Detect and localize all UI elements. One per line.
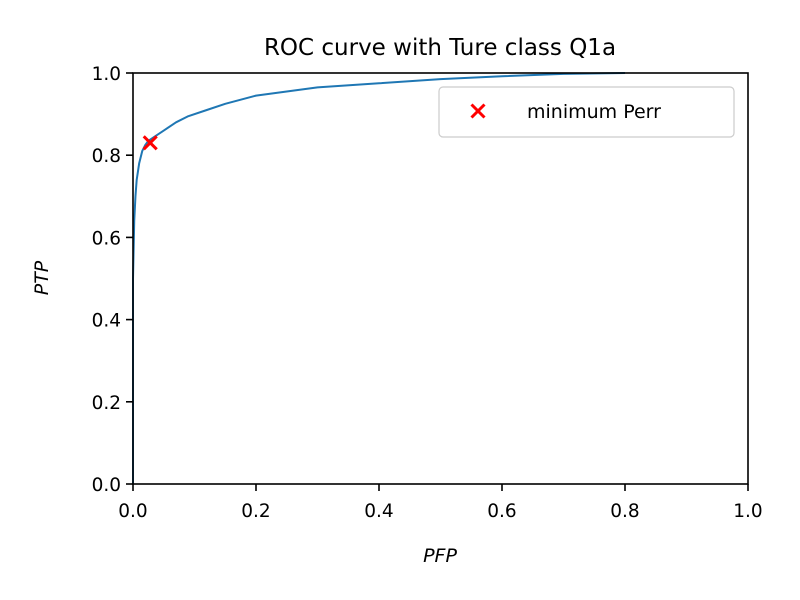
legend: minimum Perr [438, 86, 735, 138]
x-tick-label: 0.8 [610, 501, 639, 522]
y-tick-label: 0.2 [92, 393, 121, 414]
legend-box [438, 86, 735, 138]
y-axis-label: PTP [31, 260, 53, 295]
y-tick-label: 0.0 [92, 475, 121, 496]
marker-stroke [142, 135, 158, 151]
x-tick-label: 1.0 [733, 501, 762, 522]
legend-label-minimum-perr: minimum Perr [527, 101, 661, 123]
y-tick-label: 0.6 [92, 228, 121, 249]
plot-frame [132, 72, 749, 485]
x-tick-label: 0.0 [118, 501, 147, 522]
legend-marker-minimum-perr [470, 103, 486, 119]
x-tick-label: 0.2 [241, 501, 270, 522]
x-tick-label: 0.6 [487, 501, 516, 522]
roc-curve-line [132, 72, 626, 484]
plot-area: 0.0 0.2 0.4 0.6 0.8 1.0 0.0 0.2 0.4 0.6 0.8 1.0 [92, 64, 763, 522]
y-tick-label: 1.0 [92, 64, 121, 85]
legend-marker-stroke [470, 103, 486, 119]
chart-title: ROC curve with Ture class Q1a [264, 35, 616, 61]
y-tick-label: 0.8 [92, 146, 121, 167]
min-perr-marker [142, 135, 158, 151]
x-tick-label: 0.4 [364, 501, 393, 522]
x-axis-label: PFP [423, 545, 457, 567]
y-tick-label: 0.4 [92, 311, 121, 332]
